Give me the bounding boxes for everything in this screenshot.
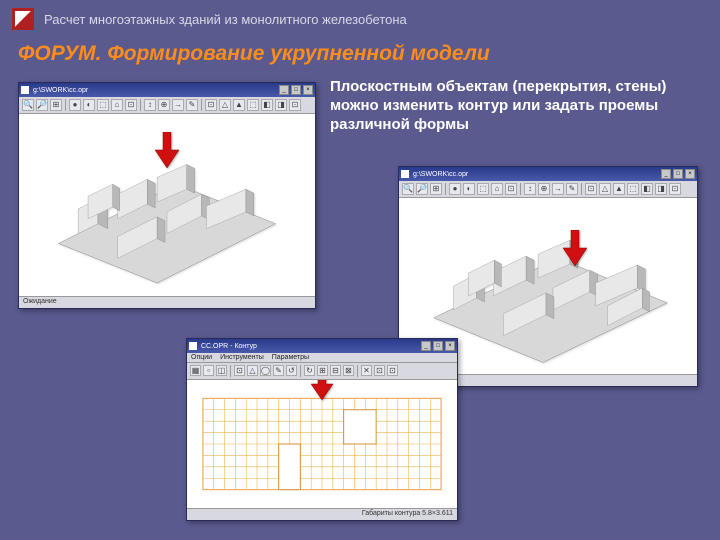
toolbar-button[interactable]: ◧ [641, 183, 653, 195]
maximize-button[interactable]: □ [673, 169, 683, 179]
app-window-contour: CC.OPR - Контур _ □ × Опции Инструменты Па… [186, 338, 458, 521]
window-icon [21, 86, 29, 94]
page-title: ФОРУМ. Формирование укрупненной модели [0, 38, 720, 74]
toolbar-button[interactable]: ⬚ [477, 183, 489, 195]
toolbar-button[interactable]: ⊡ [505, 183, 517, 195]
app-window-1: g:\SWORK\cc.opr _ □ × 🔍🔎⊞●◐⬚⌂⊡↕⊕→✎⊡△▲⬚◧◨… [18, 82, 316, 309]
toolbar-button[interactable]: 🔍 [402, 183, 414, 195]
statusbar: Габариты контура 5.8×3.611 [187, 508, 457, 520]
toolbar-button[interactable]: ▫ [203, 365, 214, 376]
window-title: g:\SWORK\cc.opr [31, 87, 277, 94]
toolbar-button[interactable]: ⬚ [97, 99, 109, 111]
toolbar-button[interactable]: ▲ [613, 183, 625, 195]
minimize-button[interactable]: _ [279, 85, 289, 95]
toolbar-button[interactable]: ⊞ [50, 99, 62, 111]
toolbar-button[interactable]: ⬚ [247, 99, 259, 111]
window-icon [401, 170, 409, 178]
toolbar-button[interactable]: ↕ [524, 183, 536, 195]
toolbar-button[interactable]: ↕ [144, 99, 156, 111]
window-title: g:\SWORK\cc.opr [411, 171, 659, 178]
toolbar-button[interactable]: ⊡ [205, 99, 217, 111]
toolbar-button[interactable]: ⊠ [343, 365, 354, 376]
toolbar-button[interactable]: ⊞ [430, 183, 442, 195]
toolbar-button[interactable]: → [172, 99, 184, 111]
statusbar: Ожидание [19, 296, 315, 308]
menu-item[interactable]: Инструменты [220, 354, 264, 361]
window-icon [189, 342, 197, 350]
toolbar-button[interactable]: ⊡ [585, 183, 597, 195]
toolbar-button[interactable]: ⊟ [330, 365, 341, 376]
toolbar: 🔍🔎⊞●◐⬚⌂⊡↕⊕→✎⊡△▲⬚◧◨⊡ [19, 97, 315, 114]
titlebar[interactable]: CC.OPR - Контур _ □ × [187, 339, 457, 353]
toolbar-button[interactable]: ⌂ [111, 99, 123, 111]
toolbar-button[interactable]: △ [599, 183, 611, 195]
titlebar[interactable]: g:\SWORK\cc.opr _ □ × [19, 83, 315, 97]
header: Расчет многоэтажных зданий из монолитног… [0, 0, 720, 38]
close-button[interactable]: × [303, 85, 313, 95]
toolbar-button[interactable]: ⊕ [538, 183, 550, 195]
toolbar-button[interactable]: → [552, 183, 564, 195]
canvas-3d-view[interactable] [19, 114, 315, 296]
toolbar: ▦▫◫⊡△◯✎↺↻⊞⊟⊠✕⊡⊡ [187, 363, 457, 380]
toolbar-button[interactable]: ◨ [275, 99, 287, 111]
toolbar-button[interactable]: ⊕ [158, 99, 170, 111]
toolbar-button[interactable]: ⊡ [374, 365, 385, 376]
menu-item[interactable]: Параметры [272, 354, 309, 361]
toolbar-button[interactable]: △ [219, 99, 231, 111]
toolbar-button[interactable]: ◫ [216, 365, 227, 376]
app-logo-icon [12, 8, 34, 30]
toolbar: 🔍🔎⊞●◐⬚⌂⊡↕⊕→✎⊡△▲⬚◧◨⊡ [399, 181, 697, 198]
minimize-button[interactable]: _ [661, 169, 671, 179]
status-text: Ожидание [23, 298, 57, 307]
titlebar[interactable]: g:\SWORK\cc.opr _ □ × [399, 167, 697, 181]
maximize-button[interactable]: □ [433, 341, 443, 351]
close-button[interactable]: × [685, 169, 695, 179]
menubar: Опции Инструменты Параметры [187, 353, 457, 363]
toolbar-button[interactable]: ▦ [190, 365, 201, 376]
toolbar-button[interactable]: ✕ [361, 365, 372, 376]
toolbar-button[interactable]: ⊡ [669, 183, 681, 195]
toolbar-button[interactable]: ◧ [261, 99, 273, 111]
toolbar-button[interactable]: ↻ [304, 365, 315, 376]
menu-item[interactable]: Опции [191, 354, 212, 361]
description-text: Плоскостным объектам (перекрытия, стены)… [330, 78, 700, 134]
toolbar-button[interactable]: ⌂ [491, 183, 503, 195]
toolbar-button[interactable]: ✎ [273, 365, 284, 376]
toolbar-button[interactable]: ▲ [233, 99, 245, 111]
toolbar-button[interactable]: 🔎 [416, 183, 428, 195]
pointer-arrow-icon [155, 132, 179, 168]
toolbar-button[interactable]: ⬚ [627, 183, 639, 195]
toolbar-button[interactable]: ⊞ [317, 365, 328, 376]
toolbar-button[interactable]: ✎ [186, 99, 198, 111]
toolbar-button[interactable]: ● [69, 99, 81, 111]
status-dimensions: Габариты контура 5.8×3.611 [362, 510, 453, 519]
pointer-arrow-icon [563, 230, 587, 266]
canvas-contour-grid[interactable] [187, 380, 457, 508]
pointer-arrow-icon [311, 380, 333, 400]
toolbar-button[interactable]: ◐ [463, 183, 475, 195]
toolbar-button[interactable]: 🔍 [22, 99, 34, 111]
toolbar-button[interactable]: ⊡ [125, 99, 137, 111]
maximize-button[interactable]: □ [291, 85, 301, 95]
header-subtitle: Расчет многоэтажных зданий из монолитног… [44, 12, 407, 27]
toolbar-button[interactable]: △ [247, 365, 258, 376]
toolbar-button[interactable]: ↺ [286, 365, 297, 376]
close-button[interactable]: × [445, 341, 455, 351]
toolbar-button[interactable]: ● [449, 183, 461, 195]
toolbar-button[interactable]: ⊡ [387, 365, 398, 376]
toolbar-button[interactable]: ✎ [566, 183, 578, 195]
toolbar-button[interactable]: 🔎 [36, 99, 48, 111]
toolbar-button[interactable]: ◨ [655, 183, 667, 195]
toolbar-button[interactable]: ◯ [260, 365, 271, 376]
toolbar-button[interactable]: ⊡ [234, 365, 245, 376]
minimize-button[interactable]: _ [421, 341, 431, 351]
toolbar-button[interactable]: ◐ [83, 99, 95, 111]
window-title: CC.OPR - Контур [199, 343, 419, 350]
toolbar-button[interactable]: ⊡ [289, 99, 301, 111]
